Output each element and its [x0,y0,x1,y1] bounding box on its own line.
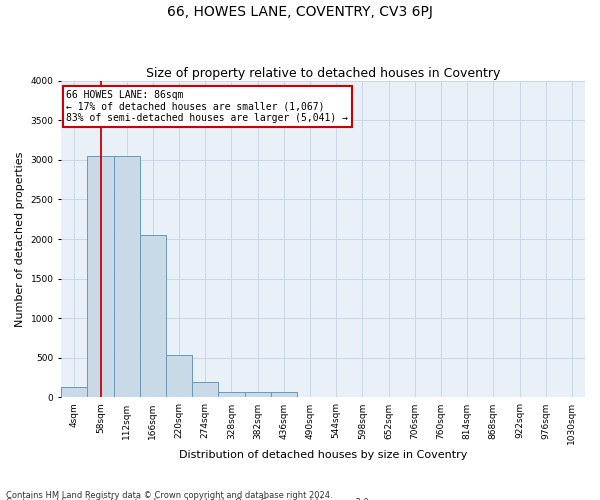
Title: Size of property relative to detached houses in Coventry: Size of property relative to detached ho… [146,66,500,80]
Bar [192,382,218,398]
Bar [218,392,245,398]
Text: Contains public sector information licensed under the Open Government Licence v3: Contains public sector information licen… [6,498,371,500]
X-axis label: Distribution of detached houses by size in Coventry: Distribution of detached houses by size … [179,450,467,460]
Bar [245,392,271,398]
Text: Contains HM Land Registry data © Crown copyright and database right 2024.: Contains HM Land Registry data © Crown c… [6,490,332,500]
Y-axis label: Number of detached properties: Number of detached properties [15,152,25,327]
Bar [271,392,297,398]
Text: 66 HOWES LANE: 86sqm
← 17% of detached houses are smaller (1,067)
83% of semi-de: 66 HOWES LANE: 86sqm ← 17% of detached h… [67,90,349,124]
Bar [113,156,140,398]
Bar [140,235,166,398]
Text: 66, HOWES LANE, COVENTRY, CV3 6PJ: 66, HOWES LANE, COVENTRY, CV3 6PJ [167,5,433,19]
Bar [88,156,113,398]
Bar [166,356,192,398]
Bar [61,387,88,398]
